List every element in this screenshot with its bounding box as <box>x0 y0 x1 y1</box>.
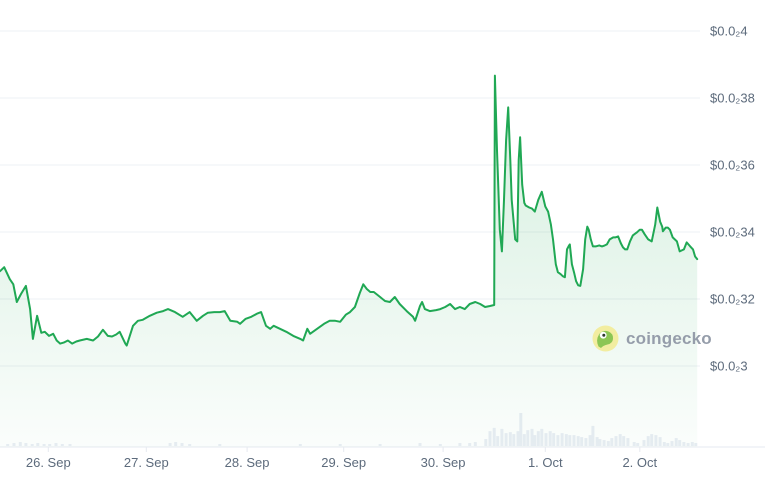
x-axis-label: 2. Oct <box>622 455 657 470</box>
x-axis-label: 30. Sep <box>421 455 466 470</box>
x-axis-label: 27. Sep <box>124 455 169 470</box>
y-axis-label: $0.0₂38 <box>710 91 755 106</box>
price-area <box>0 75 698 447</box>
y-axis-label: $0.0₂4 <box>710 24 748 39</box>
y-axis-label: $0.0₂34 <box>710 225 755 240</box>
y-axis-label: $0.0₂32 <box>710 292 755 307</box>
x-axis-label: 28. Sep <box>225 455 270 470</box>
y-axis-label: $0.0₂3 <box>710 359 748 374</box>
price-line <box>0 74 699 347</box>
x-axis-label: 26. Sep <box>26 455 71 470</box>
x-axis-label: 29. Sep <box>321 455 366 470</box>
y-axis-label: $0.0₂36 <box>710 158 755 173</box>
x-axis-label: 1. Oct <box>528 455 563 470</box>
